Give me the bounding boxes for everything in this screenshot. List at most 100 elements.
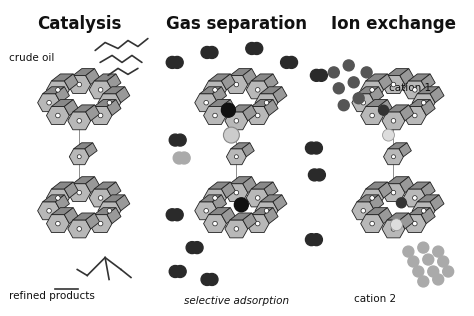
Circle shape [412, 113, 417, 118]
Polygon shape [89, 106, 112, 125]
Polygon shape [260, 195, 282, 202]
Polygon shape [64, 182, 78, 198]
Circle shape [421, 209, 426, 213]
Polygon shape [52, 208, 73, 215]
Polygon shape [361, 81, 383, 99]
Polygon shape [387, 105, 409, 112]
Polygon shape [107, 208, 121, 224]
Circle shape [328, 67, 339, 78]
Polygon shape [195, 202, 218, 220]
Polygon shape [379, 74, 392, 90]
Circle shape [77, 82, 82, 87]
Polygon shape [73, 143, 93, 149]
Polygon shape [242, 143, 254, 157]
Circle shape [428, 266, 439, 277]
Polygon shape [52, 182, 73, 189]
Circle shape [310, 234, 322, 246]
Polygon shape [430, 87, 444, 103]
Polygon shape [370, 87, 383, 103]
Polygon shape [403, 81, 426, 99]
Circle shape [418, 276, 429, 287]
Circle shape [169, 134, 181, 146]
Polygon shape [94, 208, 116, 215]
Polygon shape [246, 81, 269, 99]
Polygon shape [430, 195, 444, 211]
Polygon shape [421, 182, 435, 198]
Polygon shape [86, 177, 100, 193]
Polygon shape [400, 105, 414, 121]
Polygon shape [116, 195, 130, 211]
Circle shape [391, 190, 396, 195]
Circle shape [213, 88, 217, 92]
Circle shape [169, 265, 181, 277]
Polygon shape [86, 69, 100, 85]
Text: cation 2: cation 2 [354, 295, 396, 304]
Circle shape [166, 209, 178, 221]
Polygon shape [243, 105, 257, 121]
Polygon shape [421, 74, 435, 90]
Polygon shape [98, 202, 121, 220]
Circle shape [174, 265, 186, 277]
Circle shape [246, 43, 258, 54]
Circle shape [234, 82, 238, 87]
Circle shape [412, 196, 417, 200]
Circle shape [281, 57, 292, 68]
Polygon shape [382, 220, 405, 238]
Circle shape [98, 113, 103, 118]
Polygon shape [221, 74, 236, 90]
Polygon shape [246, 106, 269, 125]
Circle shape [204, 100, 209, 105]
Polygon shape [246, 189, 269, 207]
Polygon shape [264, 100, 278, 116]
Polygon shape [231, 143, 250, 149]
Polygon shape [89, 81, 112, 99]
Polygon shape [212, 195, 227, 211]
Circle shape [264, 100, 269, 105]
Polygon shape [68, 184, 91, 202]
Polygon shape [412, 202, 435, 220]
Text: cation 1: cation 1 [389, 83, 430, 93]
Polygon shape [417, 87, 439, 94]
Polygon shape [260, 87, 282, 94]
Circle shape [285, 57, 298, 68]
Polygon shape [400, 69, 414, 85]
Polygon shape [68, 220, 91, 238]
Polygon shape [107, 182, 121, 198]
Polygon shape [94, 182, 116, 189]
Polygon shape [221, 100, 236, 116]
Polygon shape [366, 182, 387, 189]
Circle shape [421, 100, 426, 105]
Circle shape [408, 256, 419, 267]
Polygon shape [379, 100, 392, 116]
Polygon shape [382, 184, 405, 202]
Circle shape [412, 88, 417, 92]
Polygon shape [409, 208, 430, 215]
Circle shape [174, 134, 186, 146]
Circle shape [391, 219, 402, 231]
Circle shape [433, 274, 444, 285]
Circle shape [370, 113, 374, 118]
Circle shape [305, 234, 318, 246]
Polygon shape [86, 213, 100, 229]
Polygon shape [255, 94, 278, 112]
Circle shape [264, 209, 269, 213]
Polygon shape [379, 182, 392, 198]
Polygon shape [64, 74, 78, 90]
Circle shape [383, 129, 394, 141]
Circle shape [98, 88, 103, 92]
Circle shape [423, 254, 434, 265]
Circle shape [47, 100, 51, 105]
Polygon shape [400, 213, 414, 229]
Polygon shape [43, 195, 64, 202]
Polygon shape [387, 69, 409, 76]
Polygon shape [251, 100, 273, 106]
Polygon shape [225, 184, 248, 202]
Polygon shape [212, 87, 227, 103]
Circle shape [191, 242, 203, 253]
Polygon shape [273, 195, 287, 211]
Polygon shape [73, 105, 95, 112]
Polygon shape [68, 76, 91, 94]
Polygon shape [264, 208, 278, 224]
Polygon shape [264, 182, 278, 198]
Polygon shape [246, 215, 269, 233]
